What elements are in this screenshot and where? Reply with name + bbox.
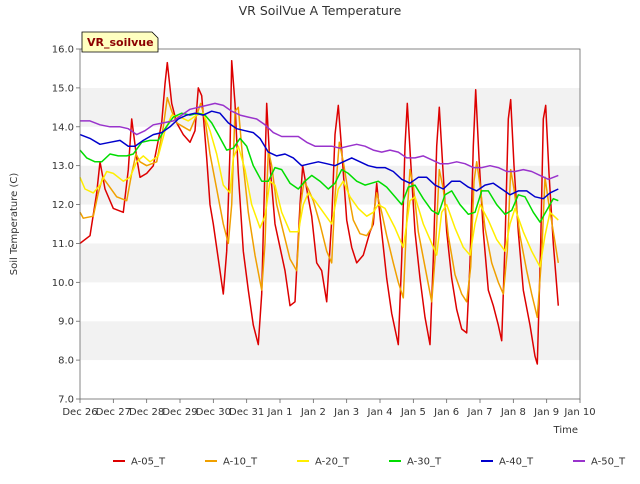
x-tick-label: Jan 5 [400, 407, 426, 418]
legend-label: A-50_T [591, 457, 626, 468]
grid-band [80, 49, 580, 88]
site-tag: VR_soilvue [81, 31, 159, 53]
series-line-a-50-t [80, 102, 559, 181]
chart-title: VR SoilVue A Temperature [239, 3, 402, 18]
x-tick-label: Jan 10 [563, 407, 595, 418]
y-tick-label: 12.0 [52, 200, 74, 211]
x-tick-label: Jan 9 [533, 407, 559, 418]
y-tick-label: 8.0 [58, 356, 74, 367]
y-tick-label: 16.0 [52, 45, 74, 56]
y-tick-label: 10.0 [52, 278, 74, 289]
y-tick-label: 14.0 [52, 122, 74, 133]
legend-label: A-10_T [223, 457, 258, 468]
y-tick-label: 7.0 [58, 395, 74, 406]
y-axis-ticks: 7.0 8.0 9.0 10.0 11.0 12.0 13.0 14.0 15.0 16.0 [52, 45, 80, 406]
x-tick-label: Jan 3 [333, 407, 359, 418]
site-tag-box [81, 31, 159, 53]
x-tick-label: Jan 4 [367, 407, 393, 418]
series-lines [79, 59, 560, 365]
grid-band [80, 282, 580, 322]
site-tag-label: VR_soilvue [87, 36, 154, 49]
legend-label: A-05_T [131, 457, 166, 468]
plot-frame [79, 48, 581, 400]
series-line-a-20-t [79, 112, 559, 268]
x-tick-label: Jan 7 [467, 407, 493, 418]
grid-band [80, 321, 580, 361]
x-tick-label: Jan 6 [433, 407, 459, 418]
x-tick-label: Dec 28 [129, 407, 164, 418]
grid-band [80, 87, 580, 127]
legend-label: A-30_T [407, 457, 442, 468]
x-tick-label: Dec 27 [96, 407, 131, 418]
legend-label: A-40_T [499, 457, 534, 468]
series-line-a-40-t [79, 110, 559, 200]
x-tick-label: Dec 26 [62, 407, 97, 418]
y-tick-label: 13.0 [52, 161, 74, 172]
grid-band [80, 360, 580, 399]
series-line-a-05-t [79, 59, 560, 365]
x-tick-label: Dec 31 [229, 407, 264, 418]
x-tick-label: Jan 1 [267, 407, 293, 418]
y-tick-label: 9.0 [58, 317, 74, 328]
y-tick-label: 11.0 [52, 239, 74, 250]
y-tick-label: 15.0 [52, 83, 74, 94]
x-tick-label: Jan 8 [500, 407, 526, 418]
x-tick-label: Dec 29 [162, 407, 197, 418]
x-axis-label: Time [553, 425, 578, 436]
legend-label: A-20_T [315, 457, 350, 468]
y-axis-label: Soil Temperature (C) [9, 173, 20, 276]
x-tick-label: Jan 2 [300, 407, 326, 418]
legend: A-05_T A-10_T A-20_T A-30_T A-40_T A-50_T [113, 457, 626, 468]
x-tick-label: Dec 30 [196, 407, 231, 418]
